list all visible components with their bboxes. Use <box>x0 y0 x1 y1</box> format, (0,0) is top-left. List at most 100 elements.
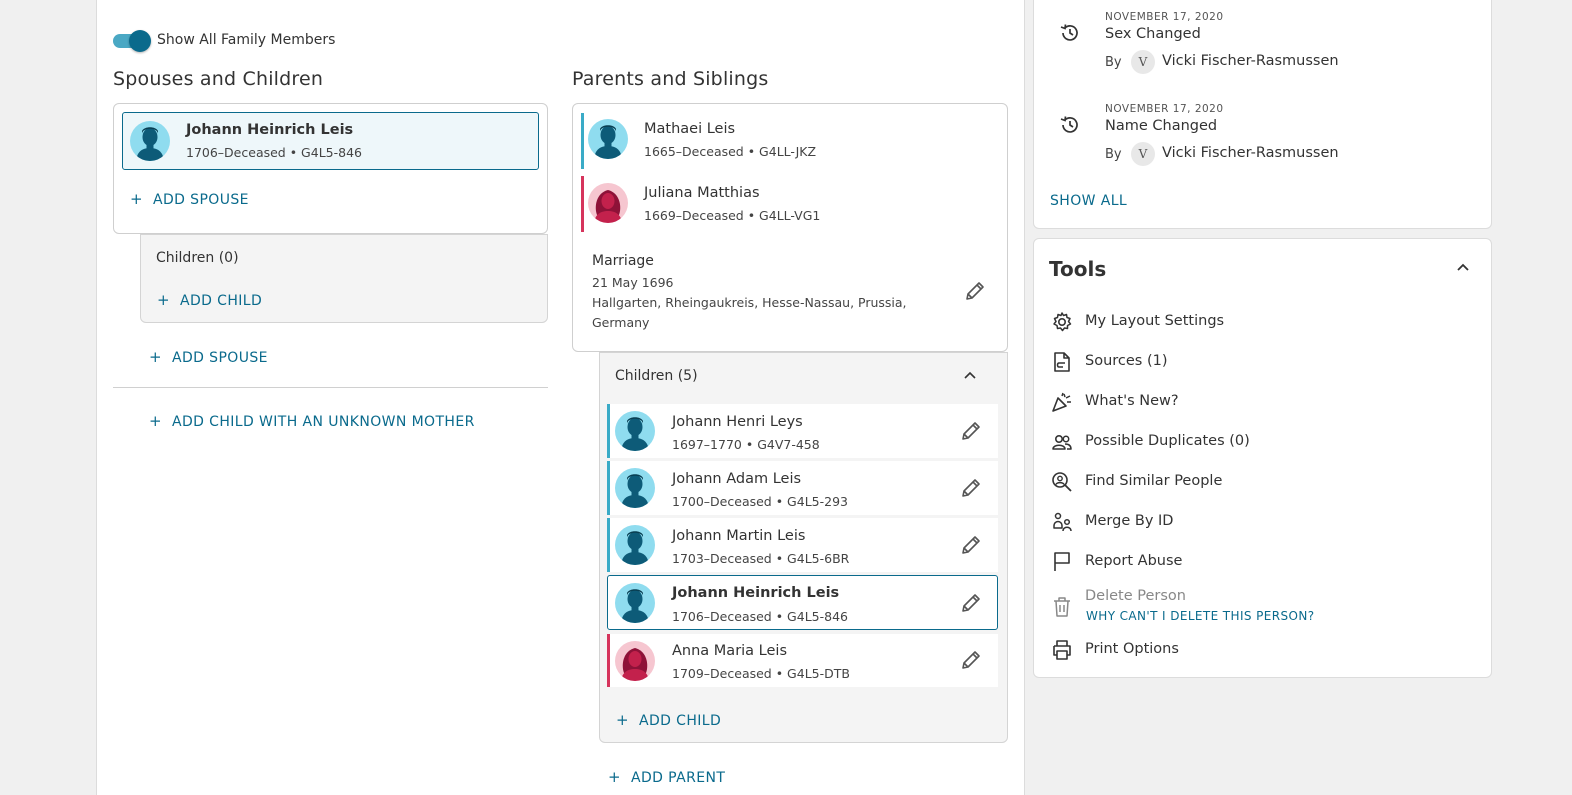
printer-icon <box>1053 640 1071 660</box>
plus-icon: + <box>157 291 170 309</box>
add-spouse-outer-link[interactable]: + ADD SPOUSE <box>149 348 268 366</box>
child-lifespan-id: 1700–Deceased • G4L5-293 <box>672 494 848 509</box>
male-avatar <box>615 583 655 623</box>
user-avatar: V <box>1131 142 1155 166</box>
child-name: Johann Heinrich Leis <box>672 585 840 601</box>
add-child-unknown-mother-label: ADD CHILD WITH AN UNKNOWN MOTHER <box>171 414 475 430</box>
show-all-family-label: Show All Family Members <box>157 32 336 48</box>
tool-sources[interactable]: Sources (1) <box>1050 350 1270 374</box>
tool-label: My Layout Settings <box>1085 313 1225 329</box>
edit-marriage-pencil-icon[interactable] <box>963 279 987 303</box>
tool-label: What's New? <box>1085 393 1179 409</box>
merge-people-icon <box>1053 512 1072 532</box>
add-child-label: ADD CHILD <box>179 293 263 309</box>
person-lifespan-id: 1665–Deceased • G4LL-JKZ <box>644 144 817 159</box>
history-icon <box>1060 24 1078 41</box>
people-icon <box>1052 435 1072 450</box>
male-avatar <box>588 119 628 159</box>
parents-siblings-heading: Parents and Siblings <box>572 68 769 90</box>
person-name: Mathaei Leis <box>644 121 736 137</box>
tool-label: Merge By ID <box>1085 513 1174 529</box>
add-spouse-label: ADD SPOUSE <box>152 192 249 208</box>
change-by-label: By <box>1105 55 1122 70</box>
male-avatar <box>615 525 655 565</box>
edit-pencil-icon[interactable] <box>959 419 983 443</box>
parents-card <box>572 103 1008 352</box>
child-lifespan-id: 1706–Deceased • G4L5-846 <box>672 609 848 624</box>
add-child-label: ADD CHILD <box>638 713 722 729</box>
add-spouse-label: ADD SPOUSE <box>171 350 268 366</box>
person-search-icon <box>1052 472 1072 492</box>
child-row[interactable] <box>607 518 998 572</box>
change-by-label: By <box>1105 147 1122 162</box>
user-avatar: V <box>1131 50 1155 74</box>
add-child-unknown-mother-link[interactable]: + ADD CHILD WITH AN UNKNOWN MOTHER <box>149 412 475 430</box>
child-name: Anna Maria Leis <box>672 643 788 659</box>
female-indicator-bar <box>607 634 610 687</box>
change-user-link[interactable]: Vicki Fischer-Rasmussen <box>1162 53 1339 69</box>
trash-icon <box>1054 597 1070 617</box>
tool-label: Print Options <box>1085 641 1179 657</box>
show-all-family-toggle[interactable] <box>113 30 151 52</box>
marriage-place: Hallgarten, Rheingaukreis, Hesse-Nassau,… <box>592 295 907 310</box>
change-title: Sex Changed <box>1105 26 1201 42</box>
source-document-icon <box>1054 352 1070 372</box>
show-all-changes-link[interactable]: SHOW ALL <box>1050 193 1128 209</box>
edit-pencil-icon[interactable] <box>959 648 983 672</box>
why-cant-delete-link[interactable]: WHY CAN'T I DELETE THIS PERSON? <box>1086 609 1315 623</box>
tool-find-similar-people[interactable]: Find Similar People <box>1050 470 1270 494</box>
plus-icon: + <box>616 711 629 729</box>
mother-person[interactable]: Juliana Matthias 1669–Deceased • G4LL-VG… <box>584 176 994 232</box>
child-row[interactable] <box>607 461 998 515</box>
plus-icon: + <box>149 348 162 366</box>
child-lifespan-id: 1697–1770 • G4V7-458 <box>672 437 820 452</box>
child-name: Johann Martin Leis <box>672 528 806 544</box>
add-child-inner-link[interactable]: + ADD CHILD <box>157 291 262 309</box>
child-row[interactable] <box>607 634 998 687</box>
female-avatar <box>615 641 655 681</box>
add-child-parents-link[interactable]: + ADD CHILD <box>616 711 721 729</box>
history-icon <box>1060 116 1078 133</box>
toggle-knob <box>129 30 151 52</box>
tool-print-options[interactable]: Print Options <box>1050 638 1270 662</box>
edit-pencil-icon[interactable] <box>959 533 983 557</box>
tool-whats-new[interactable]: What's New? <box>1050 390 1270 414</box>
plus-icon: + <box>608 768 621 786</box>
male-indicator-bar <box>607 518 610 572</box>
child-name: Johann Henri Leys <box>672 414 803 430</box>
change-date: NOVEMBER 17, 2020 <box>1105 11 1224 23</box>
child-row-selected[interactable] <box>607 575 998 630</box>
tool-merge-by-id[interactable]: Merge By ID <box>1050 510 1270 534</box>
section-divider <box>113 387 548 388</box>
tool-possible-duplicates[interactable]: Possible Duplicates (0) <box>1050 430 1270 454</box>
father-person[interactable]: Mathaei Leis 1665–Deceased • G4LL-JKZ <box>584 113 994 169</box>
children-count-label: Children (5) <box>615 368 698 384</box>
add-spouse-inner-link[interactable]: + ADD SPOUSE <box>130 190 249 208</box>
change-user-link[interactable]: Vicki Fischer-Rasmussen <box>1162 145 1339 161</box>
add-parent-label: ADD PARENT <box>630 770 726 786</box>
edit-pencil-icon[interactable] <box>959 476 983 500</box>
children-count-label: Children (0) <box>156 250 239 266</box>
person-lifespan-id: 1669–Deceased • G4LL-VG1 <box>644 208 821 223</box>
child-row[interactable] <box>607 404 998 458</box>
tools-card <box>1033 238 1492 678</box>
children-box-spouse <box>140 234 548 323</box>
change-date: NOVEMBER 17, 2020 <box>1105 103 1224 115</box>
chevron-up-icon[interactable] <box>1455 259 1471 275</box>
chevron-up-icon[interactable] <box>962 367 978 383</box>
female-indicator-bar <box>581 176 584 232</box>
tool-my-layout-settings[interactable]: My Layout Settings <box>1050 310 1270 334</box>
child-lifespan-id: 1703–Deceased • G4L5-6BR <box>672 551 850 566</box>
change-title: Name Changed <box>1105 118 1218 134</box>
tool-report-abuse[interactable]: Report Abuse <box>1050 550 1270 574</box>
child-lifespan-id: 1709–Deceased • G4L5-DTB <box>672 666 850 681</box>
person-name: Johann Heinrich Leis <box>186 122 354 138</box>
edit-pencil-icon[interactable] <box>959 591 983 615</box>
marriage-date: 21 May 1696 <box>592 275 674 290</box>
spouse-person-johann-heinrich[interactable]: Johann Heinrich Leis 1706–Deceased • G4L… <box>122 112 539 170</box>
tool-label: Find Similar People <box>1085 473 1223 489</box>
gear-icon <box>1053 312 1072 332</box>
add-parent-link[interactable]: + ADD PARENT <box>608 768 725 786</box>
tool-label: Report Abuse <box>1085 553 1183 569</box>
plus-icon: + <box>130 190 143 208</box>
